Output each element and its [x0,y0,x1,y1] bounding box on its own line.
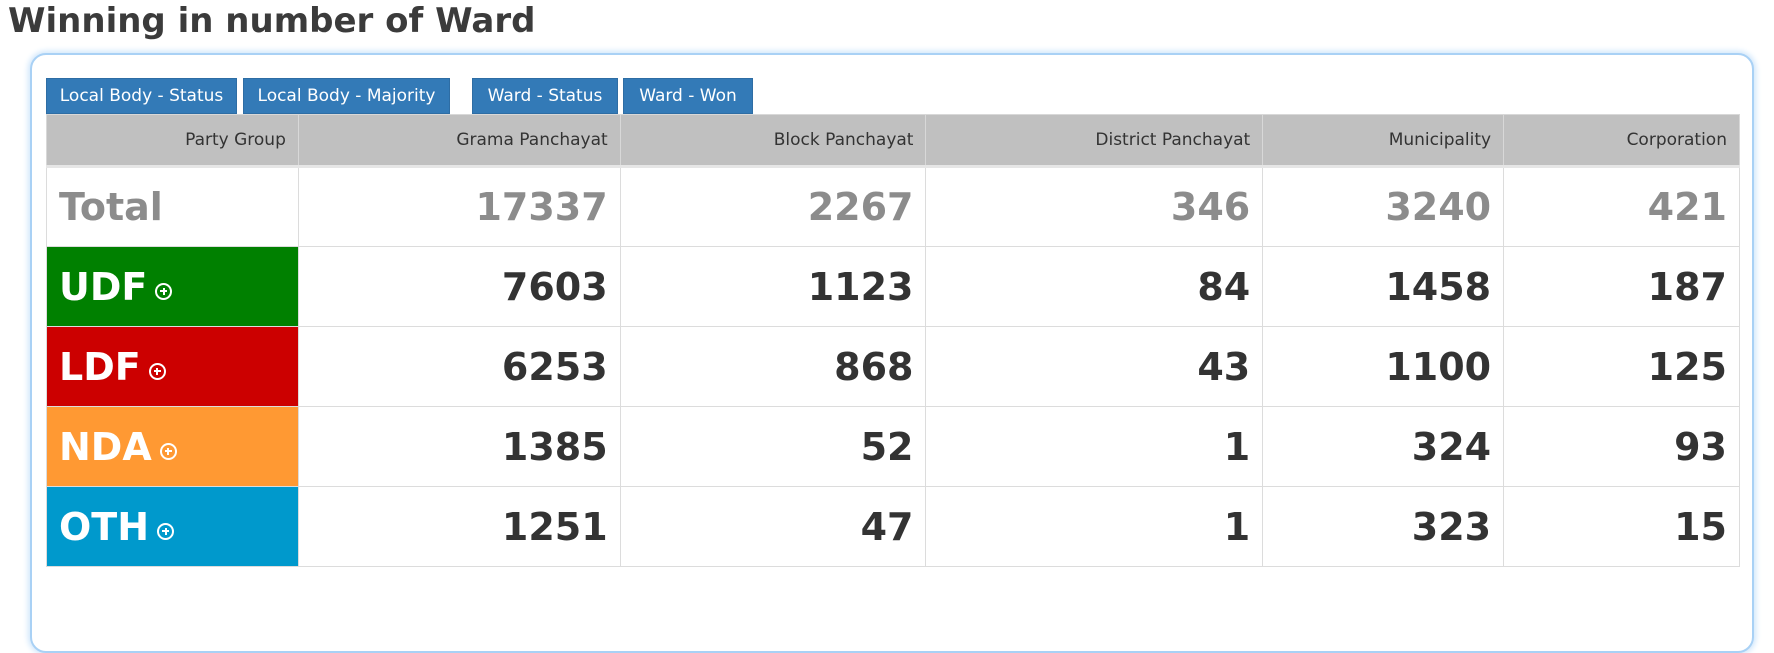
table-cell: 1458 [1262,246,1505,327]
table-cell: 1 [925,486,1264,567]
table-row-oth: OTH 1251 47 1 323 15 [46,486,1740,567]
total-district-panchayat: 346 [925,166,1264,247]
table-cell: 15 [1503,486,1740,567]
table-header-row: Party Group Grama Panchayat Block Pancha… [46,114,1740,168]
plus-circle-icon[interactable] [148,362,166,380]
plus-circle-icon[interactable] [157,522,175,540]
table-cell: 324 [1262,406,1505,487]
table-cell: 1100 [1262,326,1505,407]
total-grama-panchayat: 17337 [297,166,621,247]
header-party-group: Party Group [46,114,299,168]
header-corporation: Corporation [1503,114,1740,168]
total-row: Total 17337 2267 346 3240 421 [46,166,1740,247]
table-row-ldf: LDF 6253 868 43 1100 125 [46,326,1740,407]
party-label-udf: UDF [59,264,148,309]
table-cell: 52 [619,406,927,487]
header-block-panchayat: Block Panchayat [619,114,927,168]
total-municipality: 3240 [1262,166,1505,247]
table-cell: 187 [1503,246,1740,327]
table-cell: 84 [925,246,1264,327]
header-grama-panchayat: Grama Panchayat [297,114,621,168]
table-cell: 868 [619,326,927,407]
table-cell: 43 [925,326,1264,407]
total-corporation: 421 [1503,166,1740,247]
table-row-nda: NDA 1385 52 1 324 93 [46,406,1740,487]
total-label: Total [46,166,299,247]
table-cell: 323 [1262,486,1505,567]
table-row-udf: UDF 7603 1123 84 1458 187 [46,246,1740,327]
party-label-nda: NDA [59,424,152,469]
plus-circle-icon[interactable] [159,442,177,460]
party-label-ldf: LDF [59,344,141,389]
table-cell: 6253 [297,326,621,407]
plus-circle-icon[interactable] [155,282,173,300]
tab-local-body-status[interactable]: Local Body - Status [46,78,237,114]
party-cell-udf[interactable]: UDF [46,246,299,327]
page-title: Winning in number of Ward [8,1,536,41]
results-table: Party Group Grama Panchayat Block Pancha… [46,114,1740,567]
party-cell-ldf[interactable]: LDF [46,326,299,407]
table-cell: 1 [925,406,1264,487]
table-cell: 1123 [619,246,927,327]
party-cell-oth[interactable]: OTH [46,486,299,567]
tab-ward-won[interactable]: Ward - Won [623,78,753,114]
tab-ward-status[interactable]: Ward - Status [472,78,618,114]
header-municipality: Municipality [1262,114,1505,168]
total-block-panchayat: 2267 [619,166,927,247]
table-cell: 125 [1503,326,1740,407]
table-cell: 1251 [297,486,621,567]
party-cell-nda[interactable]: NDA [46,406,299,487]
table-cell: 47 [619,486,927,567]
header-district-panchayat: District Panchayat [925,114,1264,168]
tab-local-body-majority[interactable]: Local Body - Majority [243,78,450,114]
table-cell: 7603 [297,246,621,327]
table-cell: 93 [1503,406,1740,487]
table-cell: 1385 [297,406,621,487]
party-label-oth: OTH [59,504,150,549]
